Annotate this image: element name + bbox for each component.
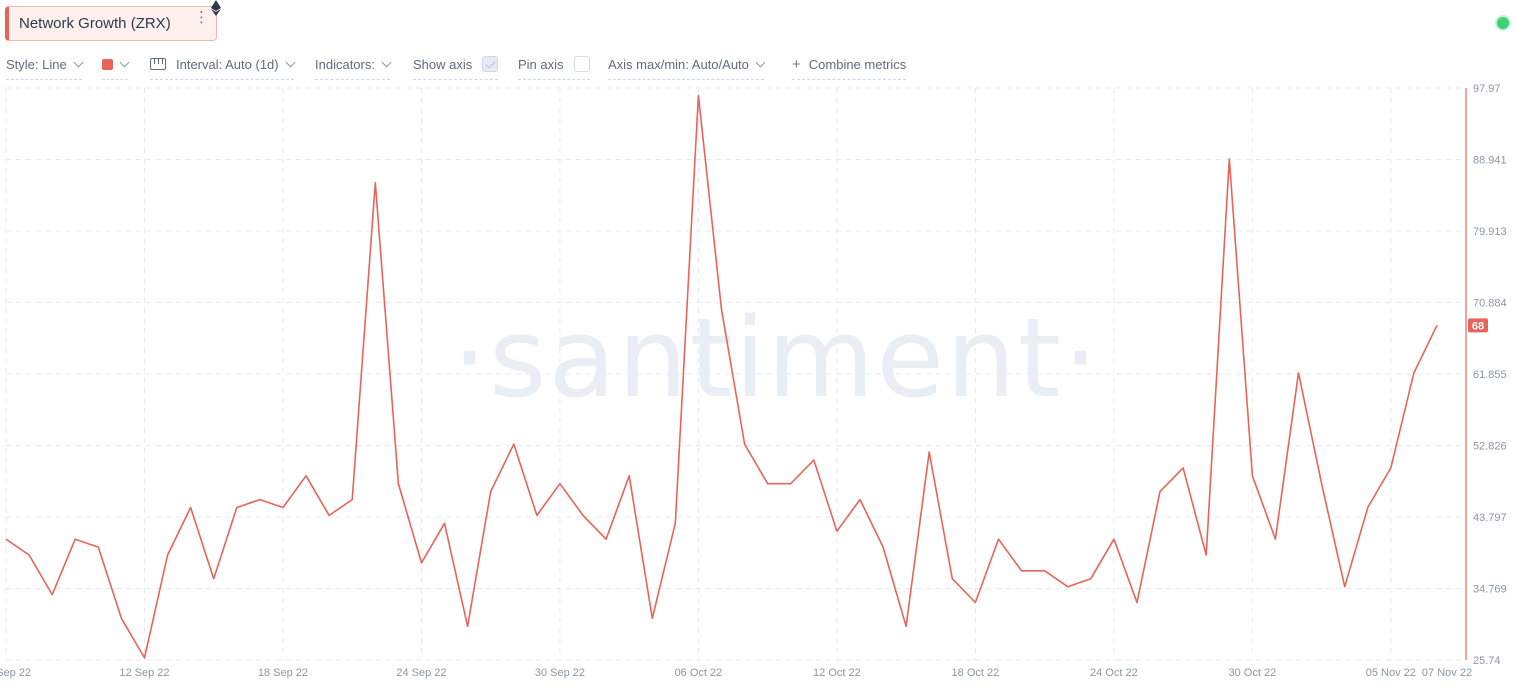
color-swatch (102, 58, 113, 70)
metric-chip[interactable]: Network Growth (ZRX) ⋮ (5, 6, 217, 41)
pin-axis-label: Pin axis (518, 56, 564, 72)
x-tick-label: 30 Oct 22 (1229, 667, 1277, 679)
indicators-dropdown[interactable]: Indicators: (315, 54, 392, 80)
axis-minmax-label: Axis max/min: Auto/Auto (608, 56, 749, 72)
y-tick-label: 79.913 (1473, 226, 1507, 238)
axis-minmax-dropdown[interactable]: Axis max/min: Auto/Auto (608, 54, 766, 80)
chevron-down-icon (119, 57, 130, 67)
chevron-down-icon (285, 57, 296, 67)
chevron-down-icon (755, 57, 766, 67)
y-tick-label: 88.941 (1473, 155, 1507, 167)
y-axis: 97.97 88.941 79.913 70.884 61.855 52.826 43.79… (1465, 83, 1507, 667)
x-tick-label: 18 Sep 22 (258, 667, 308, 679)
series-line (5, 94, 1438, 659)
last-value-badge: 68 (1468, 318, 1488, 333)
plus-icon: + (792, 55, 801, 73)
y-tick-label: 25.74 (1473, 655, 1501, 667)
pin-axis-toggle[interactable]: Pin axis (518, 54, 590, 80)
chart-toolbar: Style: Line Interval: Auto (1d) Indicato… (0, 50, 1000, 80)
interval-label: Interval: Auto (1d) (176, 56, 279, 72)
x-tick-label: 24 Sep 22 (396, 667, 446, 679)
last-value-label: 68 (1472, 320, 1484, 332)
x-tick-label: 24 Oct 22 (1090, 667, 1138, 679)
ethereum-icon (211, 0, 221, 16)
y-tick-label: 34.769 (1473, 583, 1507, 595)
indicators-label: Indicators: (315, 56, 375, 72)
style-dropdown[interactable]: Style: Line (6, 54, 84, 80)
x-tick-label: 05 Nov 22 (1366, 667, 1416, 679)
chevron-down-icon (381, 57, 392, 67)
series-layer: 68 (5, 94, 1488, 659)
combine-metrics-label: Combine metrics (808, 56, 907, 72)
x-tick-label: 18 Oct 22 (952, 667, 1000, 679)
more-menu-icon[interactable]: ⋮ (194, 9, 209, 26)
show-axis-checkbox[interactable] (482, 56, 499, 72)
y-tick-label: 70.884 (1473, 297, 1507, 309)
y-tick-label: 43.797 (1473, 512, 1507, 524)
x-axis: 06 Sep 22 12 Sep 22 18 Sep 22 24 Sep 22 30 S… (0, 667, 1472, 679)
last-value-badge-bg (1468, 318, 1488, 333)
style-label: Style: Line (6, 56, 67, 72)
status-indicator (1497, 17, 1509, 29)
chart-grid (5, 87, 1466, 661)
metric-title: Network Growth (ZRX) (19, 15, 171, 32)
x-tick-label: 30 Sep 22 (535, 667, 585, 679)
x-tick-label: 06 Sep 22 (0, 667, 31, 679)
combine-metrics-button[interactable]: + Combine metrics (792, 54, 907, 80)
chart: ·santiment· 97.97 88.941 79.913 70.884 61.85… (0, 83, 1507, 679)
y-tick-label: 52.826 (1473, 441, 1507, 453)
chevron-down-icon (73, 57, 84, 67)
show-axis-label: Show axis (413, 56, 473, 72)
x-tick-label: 07 Nov 22 (1422, 667, 1472, 679)
x-tick-label: 12 Oct 22 (813, 667, 861, 679)
x-tick-label: 06 Oct 22 (675, 667, 723, 679)
ruler-icon (150, 58, 166, 70)
color-picker[interactable] (102, 54, 130, 80)
interval-dropdown[interactable]: Interval: Auto (1d) (150, 54, 296, 80)
pin-axis-checkbox[interactable] (573, 56, 590, 72)
x-tick-label: 12 Sep 22 (119, 667, 169, 679)
santiment-watermark: ·santiment· (452, 294, 1100, 422)
show-axis-toggle[interactable]: Show axis (413, 54, 499, 80)
y-tick-label: 97.97 (1473, 83, 1501, 95)
y-tick-label: 61.855 (1473, 369, 1507, 381)
